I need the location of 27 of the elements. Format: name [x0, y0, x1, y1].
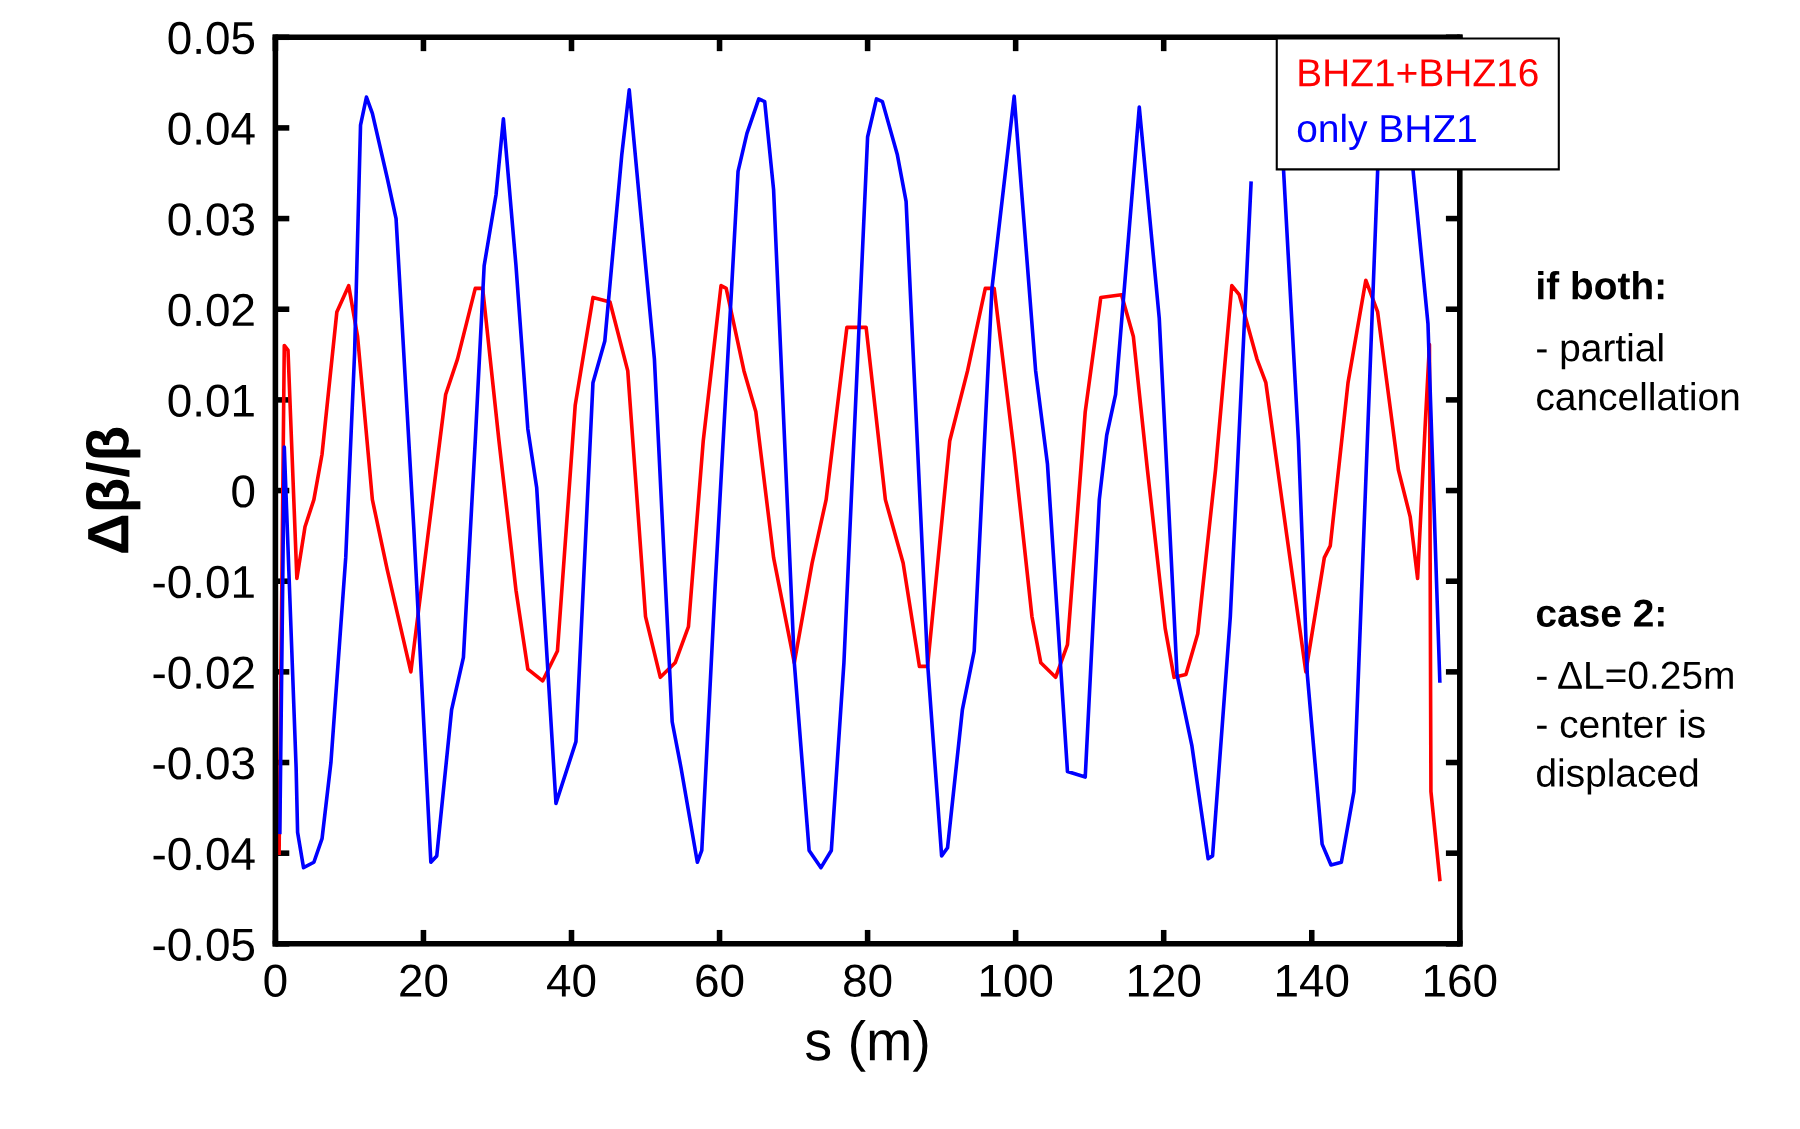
text: if both: - partial cancellation [1537, 270, 1739, 411]
y-tick-label: -0.05 [153, 928, 255, 961]
series-label: only BHZ1 [1297, 113, 1476, 150]
x-tick-label: 80 [844, 964, 892, 997]
y-tick-label: 0.03 [168, 203, 254, 236]
y-tick-label: 0.04 [168, 112, 255, 145]
line-series [277, 278, 1442, 882]
y-tick-label: 0.05 [168, 21, 255, 55]
y-tick-label: 0.02 [168, 293, 254, 327]
x-tick-label: 60 [696, 964, 744, 997]
text: case 2: - ΔL=0.25m - center is displaced [1536, 599, 1733, 795]
y-tick-label: 0 [232, 475, 255, 508]
y-tick-label: -0.03 [153, 747, 254, 780]
x-tick-label: 0 [264, 964, 287, 997]
x-tick-label: 40 [547, 964, 596, 997]
y-axis-title: Δβ/β [86, 427, 141, 553]
x-tick-label: 20 [400, 964, 448, 997]
x-tick-label: 140 [1277, 964, 1349, 997]
x-tick-label: 120 [1128, 964, 1201, 997]
y-tick-label: -0.02 [153, 656, 254, 689]
x-tick-label: 160 [1425, 964, 1497, 997]
x-tick-label: 100 [980, 964, 1053, 997]
text: BHZ1+BHZ16 [1299, 59, 1538, 87]
x-axis-title: s (m) [805, 1019, 928, 1072]
y-tick-label: -0.01 [153, 565, 254, 599]
y-tick-label: -0.04 [153, 837, 255, 871]
y-tick-label: 0.01 [168, 384, 254, 417]
